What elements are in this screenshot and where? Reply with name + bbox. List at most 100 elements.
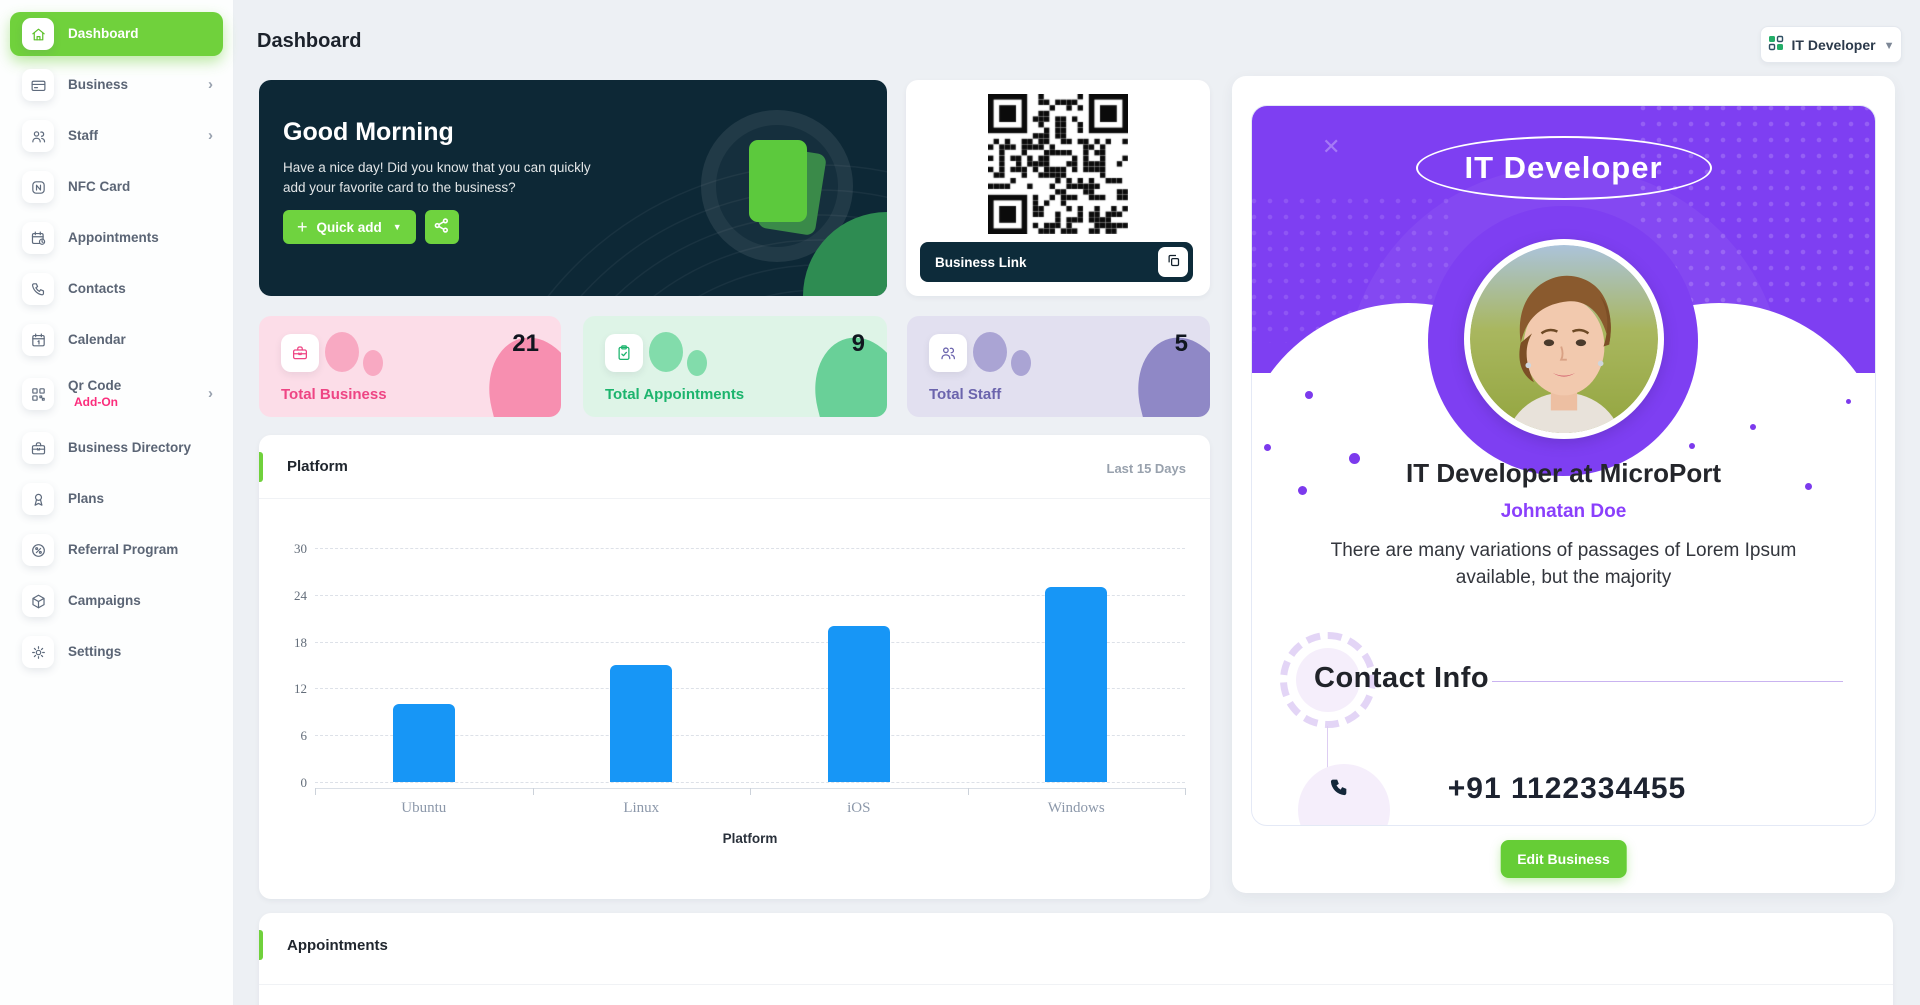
chevron-right-icon: › [208,126,213,144]
calendar-clock-icon [22,222,54,254]
users-icon [929,334,967,372]
sidebar-item-label: Referral Program [68,541,179,557]
sidebar-item-label: Appointments [68,229,159,245]
business-switcher-button[interactable]: IT Developer ▼ [1760,26,1902,63]
platform-card-title: Platform [287,458,348,475]
qr-code-icon [22,378,54,410]
greeting-title: Good Morning [283,118,454,146]
sidebar-item-nfc-card[interactable]: NFC Card [10,165,223,209]
sidebar-item-referral-program[interactable]: Referral Program [10,528,223,572]
sidebar-item-contacts[interactable]: Contacts [10,267,223,311]
sidebar-item-campaigns[interactable]: Campaigns [10,579,223,623]
x-axis-tick [532,788,534,795]
stat-blob-deco [687,350,707,376]
home-icon [22,18,54,50]
sidebar-item-calendar[interactable]: Calendar [10,318,223,362]
gridline: 12 [294,681,1185,696]
content-clip-edge [1400,802,1740,825]
purple-dot [1264,444,1271,451]
nfc-icon [22,171,54,203]
caret-down-icon: ▼ [392,222,402,232]
share-icon [433,217,450,237]
purple-dot [1689,443,1695,449]
briefcase-icon [22,432,54,464]
calendar-icon [22,324,54,356]
copy-icon [1166,253,1181,271]
gridline: 24 [294,588,1185,603]
gridline: 6 [301,728,1185,743]
appointments-card: Appointments [259,913,1893,1005]
bar-chart-plot: 0 6 12 18 24 30 [294,541,1186,795]
accent-bar [259,452,263,482]
business-preview-panel: ✕ IT Developer [1232,76,1895,893]
clipboard-check-icon [605,334,643,372]
chevron-right-icon: › [208,75,213,93]
business-description: There are many variations of passages of… [1330,540,1797,588]
sidebar-nav: Dashboard Business › Staff › NFC Card Appointm… [0,12,233,674]
appointments-card-title: Appointments [287,937,388,954]
sidebar-item-business-directory[interactable]: Business Directory [10,426,223,470]
welcome-card: Good Morning Have a nice day! Did you kn… [259,80,887,296]
sidebar-item-label: Plans [68,490,105,506]
welcome-actions: + Quick add ▼ [283,210,459,244]
sidebar-item-qr-code[interactable]: Qr Code Add-On › [10,369,223,419]
platform-range-label: Last 15 Days [1106,461,1187,476]
x-axis-tick [750,788,751,795]
credit-card-icon [22,69,54,101]
accent-bar [259,930,263,960]
sidebar-item-label: NFC Card [68,178,131,194]
gridline: 0 [301,775,1185,790]
x-category-label: Windows [1047,800,1105,816]
stat-value: 9 [851,330,865,357]
copy-button[interactable] [1158,247,1188,277]
share-button[interactable] [424,210,459,244]
sidebar: Dashboard Business › Staff › NFC Card Appointm… [0,0,233,1005]
bar-ios [827,626,890,782]
sidebar-item-settings[interactable]: Settings [10,630,223,674]
profile-avatar [1464,239,1664,439]
page-title: Dashboard [257,30,362,52]
phone-number: +91 1122334455 [1447,772,1687,805]
bar-chart-categories: Ubuntu Linux iOS Windows [315,800,1185,817]
quick-add-button[interactable]: + Quick add ▼ [283,210,416,244]
purple-dot [1805,483,1812,490]
stat-value: 5 [1174,330,1188,357]
business-switcher-label: IT Developer [1791,36,1876,53]
stat-card-total-appointments: 9 Total Appointments [583,316,887,417]
sidebar-item-label: Contacts [68,280,126,296]
qr-code-image [988,94,1128,234]
gridline: 18 [294,635,1185,650]
purple-dot [1305,391,1313,399]
users-icon [22,120,54,152]
award-icon [22,483,54,515]
business-link-pill[interactable]: Business Link [920,242,1193,282]
sidebar-item-appointments[interactable]: Appointments [10,216,223,260]
apps-grid-icon [1768,35,1784,54]
y-tick-label: 18 [294,634,307,650]
contact-deco-circle [1296,648,1360,712]
sidebar-item-business[interactable]: Business › [10,63,223,107]
x-axis-tick [1185,788,1186,795]
x-category-label: iOS [847,800,871,816]
contact-deco-ring [1280,632,1376,728]
sidebar-item-dashboard[interactable]: Dashboard [10,12,223,56]
sidebar-item-label: Calendar [68,331,126,347]
sidebar-item-staff[interactable]: Staff › [10,114,223,158]
purple-dot [1846,399,1851,404]
stat-label: Total Appointments [605,386,745,403]
sidebar-item-plans[interactable]: Plans [10,477,223,521]
x-axis-tick [967,788,969,795]
sidebar-item-label: Business Directory [68,439,192,455]
owner-name-link[interactable]: Johnatan Doe [1500,501,1627,522]
x-axis-tick [315,788,316,795]
gear-icon [22,636,54,668]
edit-business-button[interactable]: Edit Business [1500,840,1627,878]
cube-icon [22,585,54,617]
briefcase-icon [281,334,319,372]
bar-windows [1045,587,1108,782]
stat-label: Total Business [281,386,387,403]
sidebar-item-label: Staff [68,127,98,143]
x-category-label: Ubuntu [401,800,447,816]
bar-ubuntu [392,704,455,782]
